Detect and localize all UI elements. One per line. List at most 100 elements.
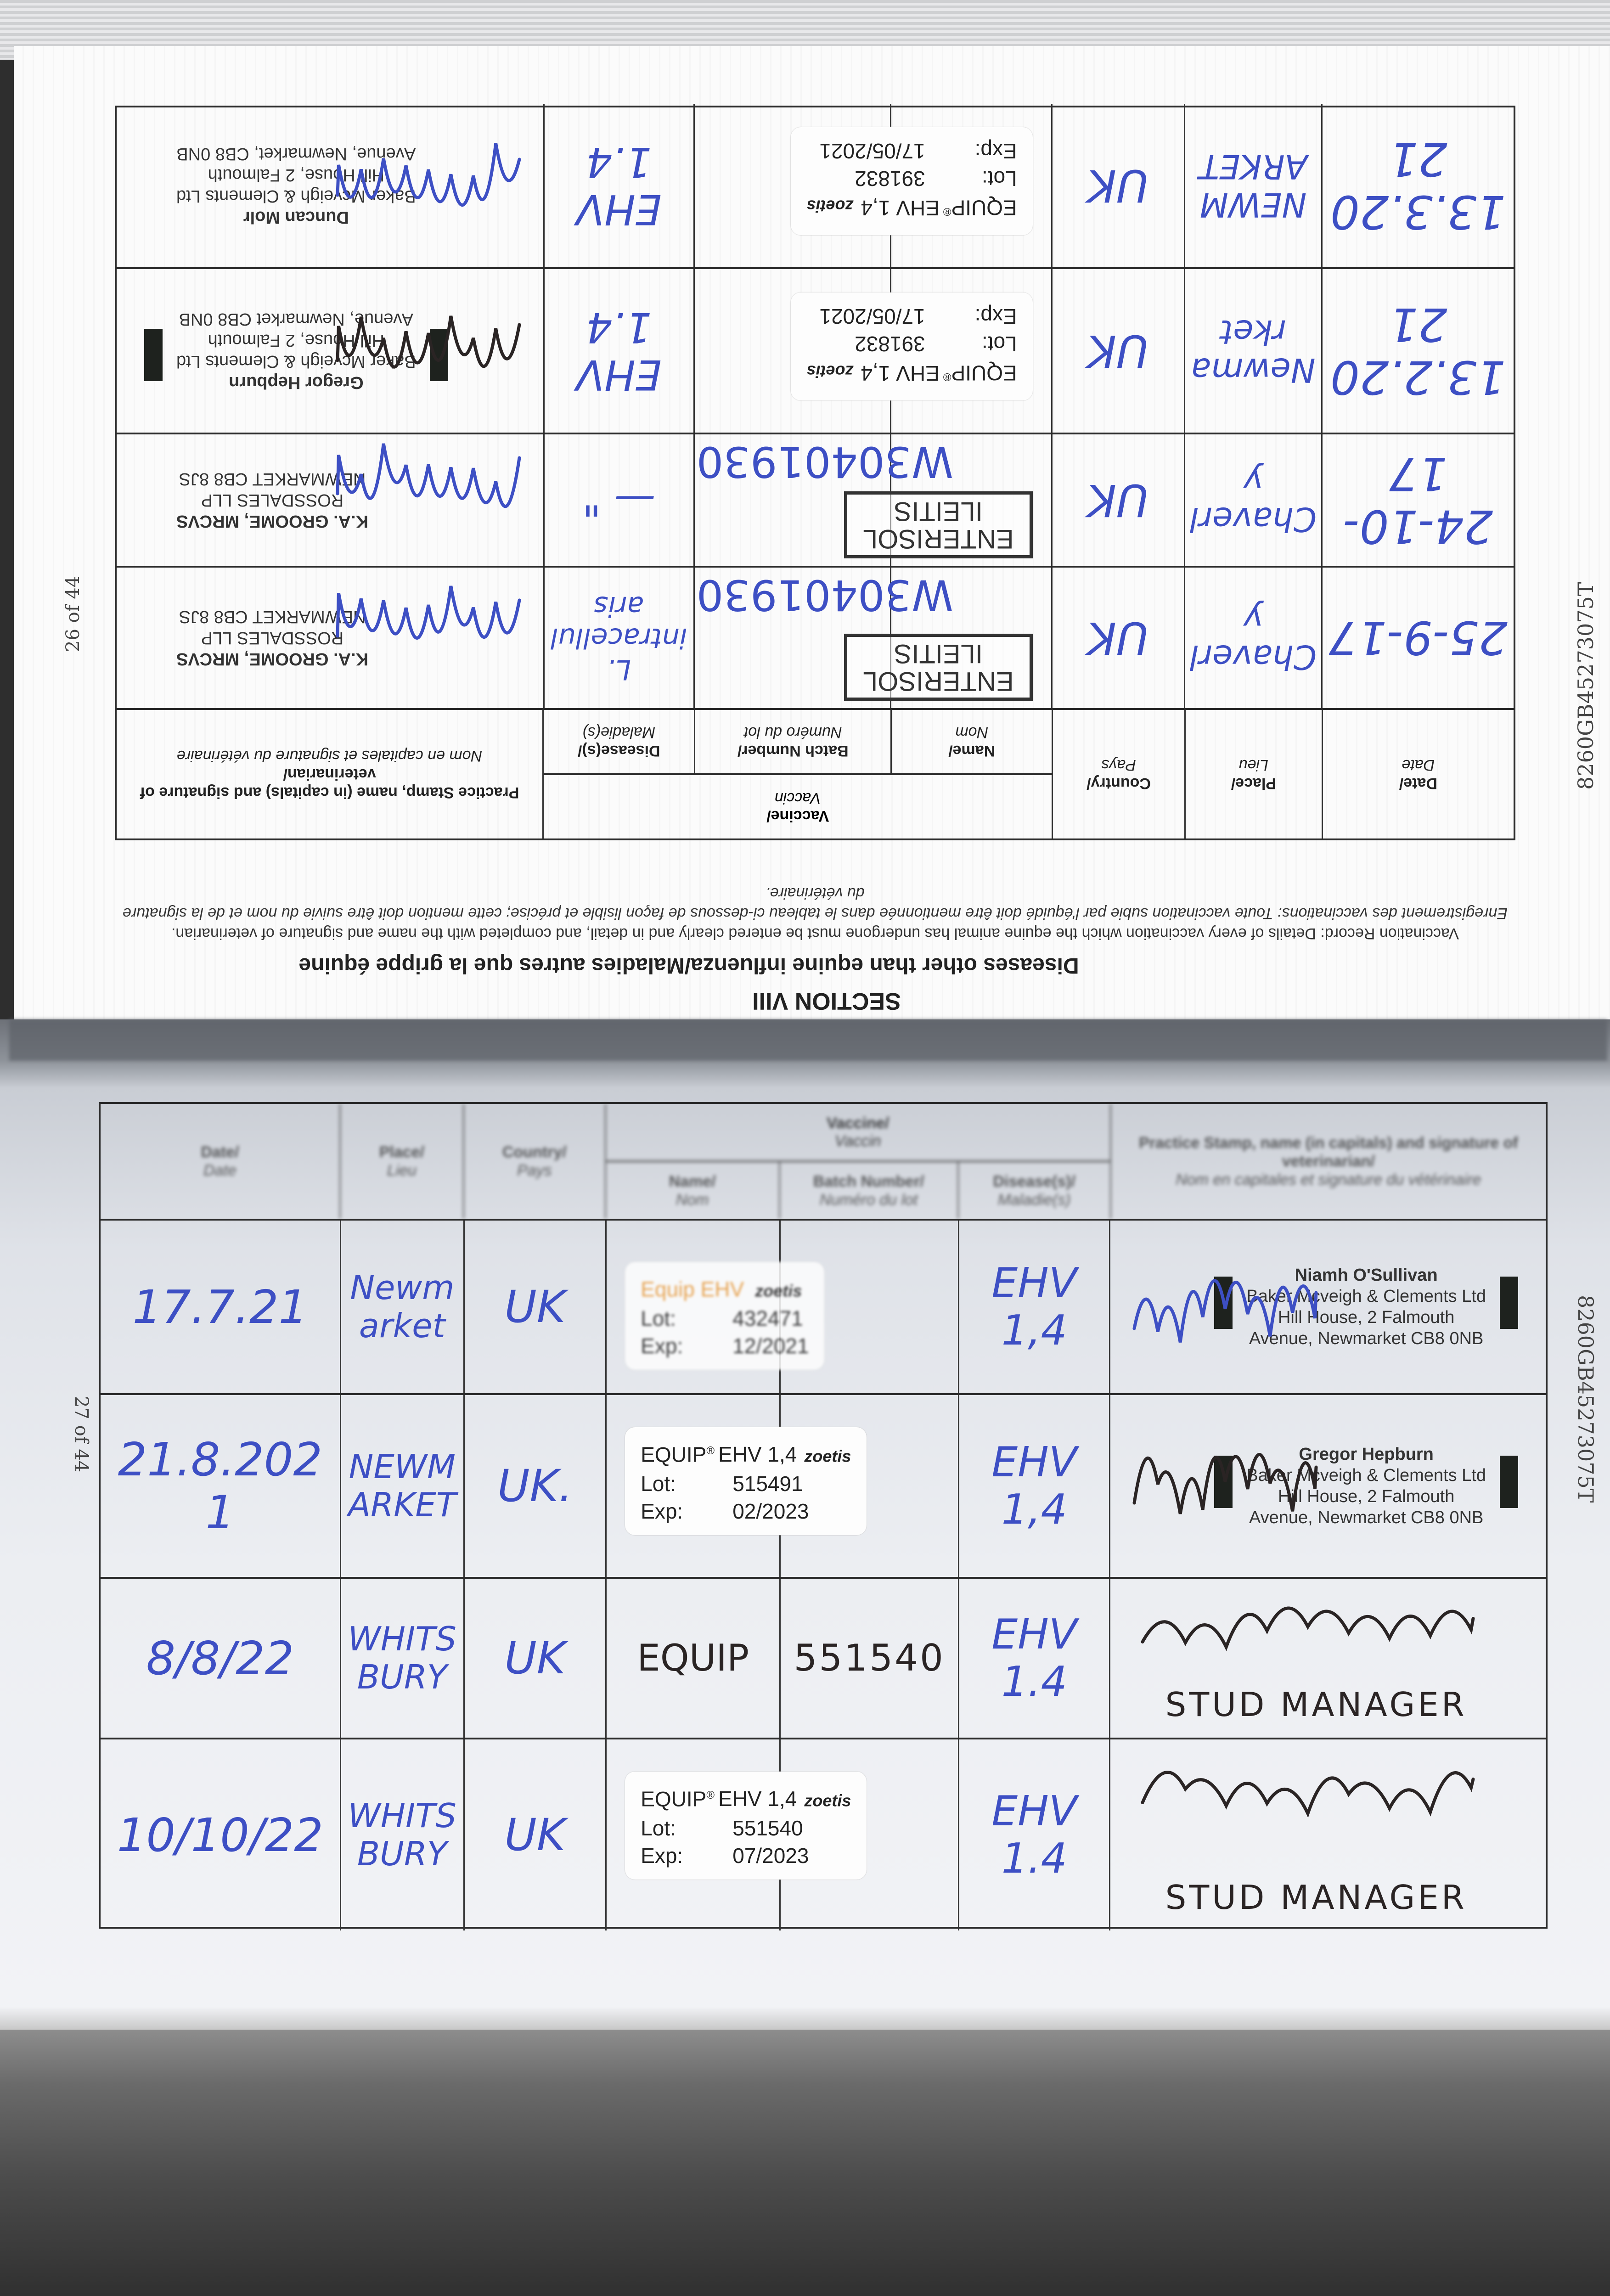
country-cell: UK (465, 1739, 607, 1930)
place-value: Chaverly (1189, 600, 1317, 676)
batch-cell: W30401930 (693, 434, 953, 566)
header-batch: Batch Number/Numéro du lot (694, 710, 891, 773)
date-value: 17.7.21 (132, 1280, 308, 1334)
date-cell: 25-9-17 (1321, 568, 1514, 708)
sticker-product: EHV 1,4 (718, 1787, 797, 1811)
vet-stamp-cell: STUD MANAGER (1110, 1579, 1546, 1738)
vet-stamp-line: Hill House, 2 Falmouth (1278, 1308, 1455, 1327)
header-label: Batch Number/ (813, 1172, 924, 1190)
place-value: Chaverly (1189, 462, 1317, 539)
header-label: Country/ (1086, 775, 1151, 792)
vet-stamp-line: Baker Mcveigh & Clements Ltd (1246, 1466, 1486, 1485)
vet-stamp: Gregor Hepburn Baker Mcveigh & Clements L… (144, 309, 448, 393)
header-label: Disease(s)/ (993, 1172, 1075, 1190)
header-label-fr: Pays (517, 1162, 552, 1179)
vet-stamp-line: Avenue, Newmarket CB8 0NB (1249, 1329, 1484, 1348)
batch-cell (781, 1739, 960, 1930)
header-label-fr: Pays (1101, 756, 1136, 774)
header-label: Practice Stamp, name (in capitals) and s… (140, 765, 519, 801)
header-label: Place/ (1231, 775, 1277, 792)
header-stamp: Practice Stamp, name (in capitals) and s… (117, 710, 542, 838)
header-label-fr: Vaccin (834, 1132, 881, 1150)
disease-cell: EHV 1.4 (959, 1739, 1111, 1930)
header-date: Date/Date (101, 1104, 341, 1219)
sticker-maker: zoetis (804, 1446, 851, 1466)
header-country: Country/Pays (1052, 710, 1184, 838)
vet-stamp-cell: K.A. GROOME, MRCVS ROSSDALES LLP NEWMARKET… (117, 434, 543, 566)
date-value: 8/8/22 (146, 1631, 294, 1685)
vet-stamp: Duncan Molr Baker Mcveigh & Clements Ltd H… (144, 143, 448, 228)
vet-stamp-cell: STUD MANAGER (1110, 1739, 1546, 1930)
vet-stamp-cell: Gregor Hepburn Baker Mcveigh & Clements L… (1110, 1395, 1546, 1577)
batch-cell (781, 1395, 960, 1577)
vaccine-sticker: EQUIP® EHV 1,4 zoetis Lot: 515491 Exp: 02/2023 (625, 1427, 867, 1536)
page-27: Date/Date Place/Lieu Country/Pays Vaccine/V… (0, 1019, 1610, 2030)
sticker-lot-label: Lot: (981, 166, 1017, 191)
sticker-reg: ® (943, 205, 951, 218)
sticker-brand: EQUIP (641, 1442, 707, 1467)
header-name: Name/Nom (606, 1162, 780, 1219)
sticker-lot-label: Lot: (641, 1472, 676, 1496)
sticker-exp-label: Exp: (974, 139, 1017, 163)
place-cell: Newmarket (341, 1221, 465, 1393)
vet-stamp: K.A. GROOME, MRCVS ROSSDALES LLP NEWMARKET… (144, 468, 400, 532)
header-label: Name/ (669, 1172, 716, 1190)
country-value: UK. (497, 1460, 573, 1512)
date-cell: 8/8/22 (101, 1579, 341, 1738)
sticker-lot-line: Lot: 432471 (641, 1305, 809, 1332)
date-value: 21.8.2021 (118, 1433, 322, 1539)
vaccine-sticker: EQUIP® EHV 1,4 zoetis Lot: 551540 Exp: 07/2023 (625, 1772, 867, 1880)
header-vaccine-subcolumns: Name/Nom Batch Number/Numéro du lot Diseas… (606, 1162, 1110, 1219)
header-label: Vaccine/ (827, 1114, 889, 1132)
sticker-exp-line: Exp: 02/2023 (641, 1497, 851, 1525)
date-value: 24-10-17 (1343, 447, 1493, 553)
stamp-bar-left (429, 329, 448, 382)
batch-value: W30401930 (696, 437, 953, 486)
place-value: Newmarket (350, 1268, 455, 1345)
vet-stamp-line: Gregor Hepburn (1299, 1445, 1434, 1464)
vet-stamp-line: Baker Mcveigh & Clements Ltd (176, 186, 416, 206)
vet-stamp-line: Avenue, Newmarket, CB8 0NB (176, 144, 416, 163)
header-vaccine-group: Vaccine/Vaccin Name/Nom Batch Number/Numér… (606, 1104, 1111, 1219)
sticker-exp: 07/2023 (732, 1844, 809, 1868)
sticker-exp: 12/2021 (732, 1334, 809, 1358)
date-cell: 13.3.2021 (1321, 104, 1514, 267)
vet-stamp-line: Hill House, 2 Falmouth (208, 331, 385, 350)
signature (1141, 1771, 1475, 1818)
table-row: 24-10-17 Chaverly UK ENTERISOL ILEITIS W30401… (117, 434, 1514, 568)
sticker-brand: EQUIP (951, 361, 1017, 385)
header-place: Place/Lieu (1184, 710, 1322, 838)
vet-stamp-line: Avenue, Newmarket CB8 0NB (1249, 1508, 1484, 1527)
header-label-fr: Date (1402, 756, 1435, 774)
place-cell: WHITSBURY (341, 1579, 465, 1738)
date-cell: 24-10-17 (1321, 434, 1514, 566)
stamp-bar-left (1214, 1455, 1233, 1508)
place-value: WHITSBURY (348, 1796, 456, 1873)
country-value: UK (1087, 160, 1149, 212)
header-country: Country/Pays (464, 1104, 606, 1219)
country-value: UK (1087, 325, 1149, 377)
header-label-fr: Lieu (1238, 756, 1269, 774)
disease-value: EHV 1.4 (576, 138, 662, 234)
passport-id: 8260GB45273075T (1573, 582, 1598, 790)
sticker-exp-label: Exp: (641, 1499, 683, 1524)
section-title: SECTION VIII (752, 988, 901, 1014)
country-cell: UK (1051, 104, 1184, 267)
page-number: 26 of 44 (62, 575, 84, 652)
sticker-lot-line: Lot: 515491 (641, 1470, 851, 1497)
sticker-reg: ® (943, 371, 951, 383)
country-cell: UK (465, 1579, 607, 1738)
sticker-lot-line: Lot: 551540 (641, 1814, 851, 1842)
place-cell: Chaverly (1183, 568, 1322, 708)
disease-value: EHV 1.4 (991, 1610, 1077, 1706)
table-row: 13.3.2021 NEWMARKET UK EQUIP®EHV 1,4zoetis L… (117, 104, 1514, 269)
sticker-lot-label: Lot: (641, 1816, 676, 1840)
country-value: UK (504, 1809, 566, 1861)
place-cell: Newmarket (1183, 269, 1322, 433)
vet-note: STUD MANAGER (1165, 1878, 1467, 1917)
country-cell: UK (1051, 434, 1184, 566)
vet-stamp-cell: K.A. GROOME, MRCVS ROSSDALES LLP NEWMARKET… (117, 568, 543, 708)
sticker-lot: 551540 (732, 1816, 803, 1840)
header-label: Date/ (1399, 775, 1437, 792)
vet-stamp: K.A. GROOME, MRCVS ROSSDALES LLP NEWMARKET… (144, 606, 400, 670)
